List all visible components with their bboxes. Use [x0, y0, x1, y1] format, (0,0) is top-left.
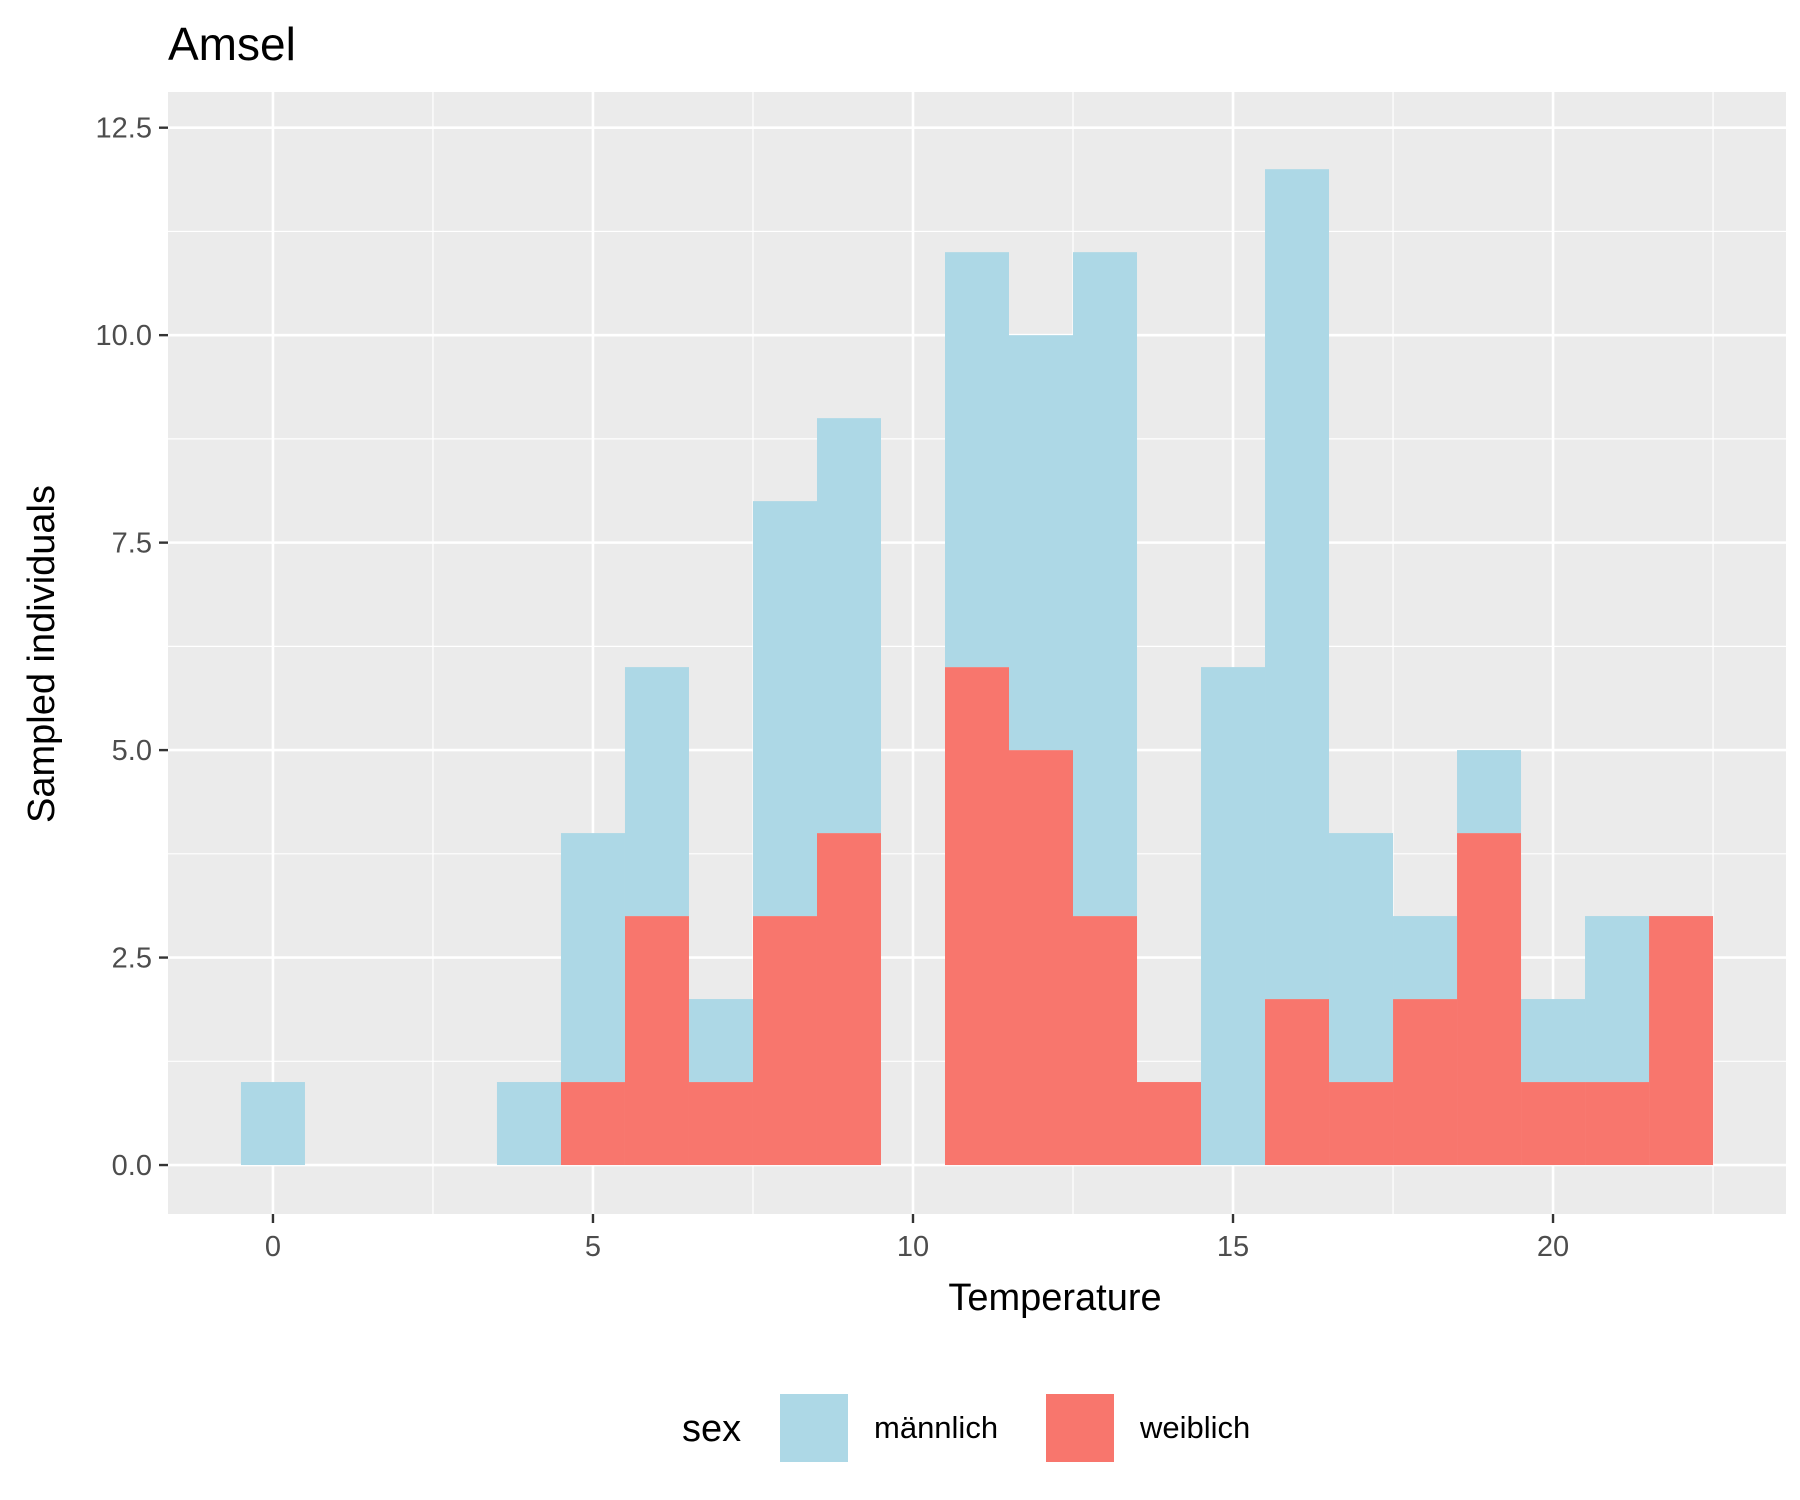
bar-weiblich — [944, 667, 1010, 1166]
x-tick-label: 5 — [585, 1231, 601, 1263]
bar-maennlich — [240, 1082, 305, 1166]
y-tick-label: 2.5 — [112, 943, 152, 975]
y-axis: 0.0 2.5 5.0 7.5 10.0 12.5 — [96, 113, 168, 1182]
bar-maennlich — [1521, 999, 1586, 1083]
bar-maennlich — [1073, 252, 1138, 917]
bar-weiblich — [1137, 1082, 1202, 1166]
bar-weiblich — [1393, 999, 1458, 1166]
bar-maennlich — [944, 252, 1010, 668]
x-tick-label: 20 — [1537, 1231, 1569, 1263]
bar-maennlich — [816, 418, 881, 834]
legend: sex männlich weiblich — [682, 1394, 1250, 1462]
bar-maennlich — [1329, 833, 1394, 1083]
bar-weiblich — [752, 916, 817, 1166]
y-tick-label: 12.5 — [96, 113, 152, 145]
bar-maennlich — [624, 667, 689, 917]
bar-maennlich — [1009, 335, 1074, 751]
legend-key-weiblich — [1046, 1394, 1114, 1462]
bar-maennlich — [1393, 916, 1458, 1000]
y-tick-label: 7.5 — [112, 528, 152, 560]
bar-weiblich — [1329, 1082, 1394, 1166]
bar-weiblich — [1009, 750, 1074, 1166]
bar-maennlich — [1265, 169, 1330, 1000]
legend-label-weiblich: weiblich — [1139, 1410, 1250, 1445]
bar-maennlich — [1457, 750, 1522, 834]
legend-key-maennlich — [780, 1394, 848, 1462]
bar-maennlich — [752, 501, 817, 917]
bar-weiblich — [1265, 999, 1330, 1166]
bar-weiblich — [560, 1082, 625, 1166]
x-tick-label: 10 — [897, 1231, 929, 1263]
bar-maennlich — [496, 1082, 561, 1166]
legend-label-maennlich: männlich — [874, 1410, 998, 1445]
x-axis: 0 5 10 15 20 — [265, 1214, 1569, 1263]
x-tick-label: 0 — [265, 1231, 281, 1263]
x-axis-title: Temperature — [948, 1277, 1161, 1319]
y-tick-label: 0.0 — [112, 1150, 152, 1182]
bar-weiblich — [1073, 916, 1138, 1166]
bar-maennlich — [1201, 667, 1266, 1166]
bar-maennlich — [560, 833, 625, 1083]
y-tick-label: 5.0 — [112, 735, 152, 767]
bar-maennlich — [688, 999, 753, 1083]
bar-weiblich — [816, 833, 881, 1166]
bar-maennlich — [1585, 916, 1650, 1083]
bar-weiblich — [624, 916, 689, 1166]
bars — [240, 169, 1714, 1166]
bar-weiblich — [1457, 833, 1522, 1166]
bar-weiblich — [688, 1082, 753, 1166]
bar-weiblich — [1649, 916, 1714, 1166]
y-axis-title: Sampled individuals — [21, 485, 63, 823]
chart-title: Amsel — [168, 18, 296, 70]
bar-weiblich — [1521, 1082, 1586, 1166]
legend-title: sex — [682, 1408, 741, 1450]
y-tick-label: 10.0 — [96, 320, 152, 352]
x-tick-label: 15 — [1217, 1231, 1249, 1263]
bar-weiblich — [1585, 1082, 1650, 1166]
